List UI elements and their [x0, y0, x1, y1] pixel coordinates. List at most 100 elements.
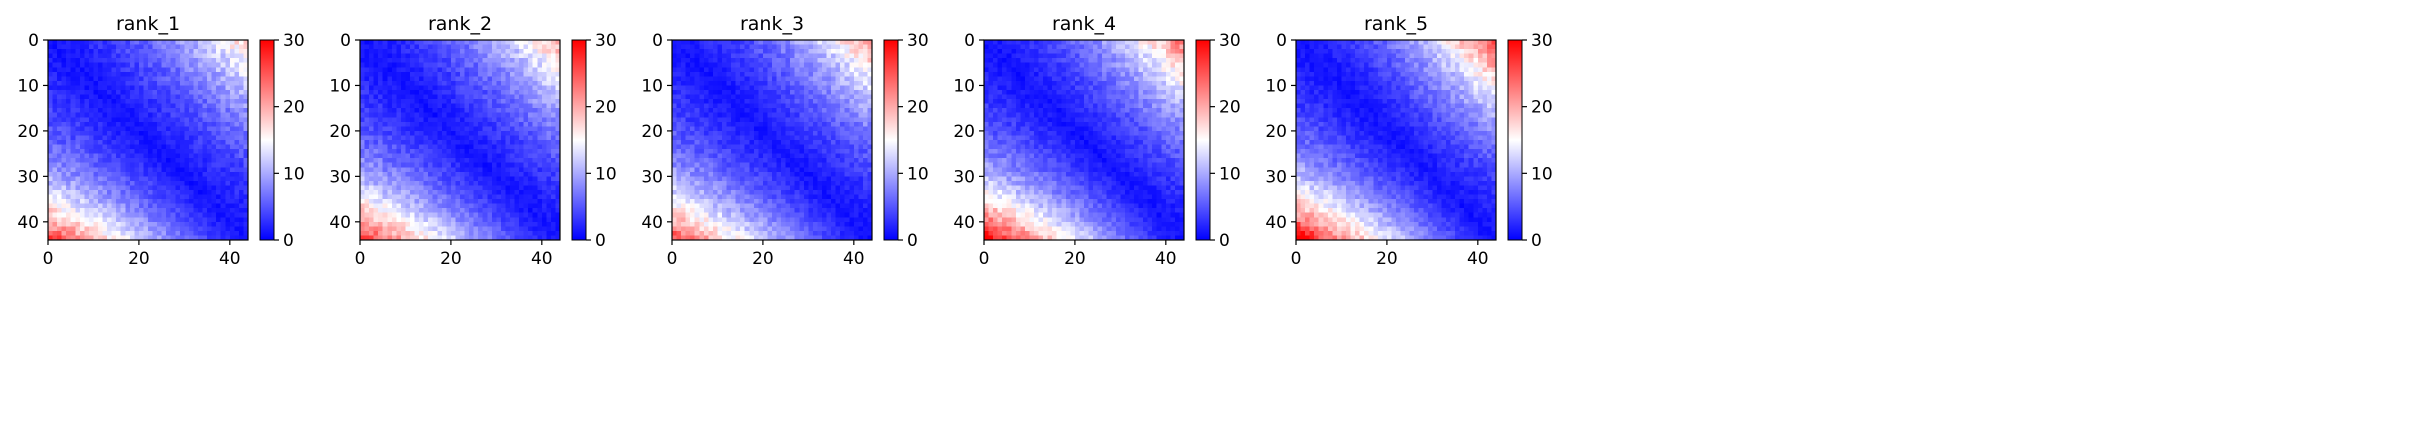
heatmap-cell: [676, 90, 682, 95]
heatmap-cell: [369, 126, 374, 132]
heatmap-cell: [708, 140, 714, 145]
heatmap-cell: [487, 230, 493, 236]
heatmap-cell: [867, 49, 873, 54]
heatmap-cell: [550, 58, 556, 64]
heatmap-cell: [396, 58, 402, 64]
heatmap-cell: [523, 103, 529, 109]
heatmap-cell: [753, 99, 759, 104]
heatmap-cell: [93, 117, 99, 123]
heatmap-cell: [391, 76, 397, 82]
heatmap-cell: [207, 167, 212, 173]
heatmap-cell: [455, 76, 461, 82]
heatmap-cell: [482, 144, 488, 150]
heatmap-cell: [98, 217, 103, 223]
heatmap-cell: [216, 176, 222, 182]
heatmap-cell: [84, 140, 90, 145]
heatmap-cell: [478, 185, 484, 191]
heatmap-cell: [690, 112, 696, 118]
heatmap-cell: [116, 140, 122, 145]
heatmap-cell: [858, 44, 864, 50]
heatmap-cell: [776, 135, 782, 141]
heatmap-cell: [753, 62, 759, 68]
heatmap-cell: [437, 126, 443, 132]
heatmap-cell: [75, 40, 81, 45]
heatmap-cell: [148, 62, 153, 68]
heatmap-cell: [505, 185, 511, 191]
heatmap-cell: [378, 40, 384, 45]
heatmap-cell: [537, 194, 543, 200]
heatmap-cell: [514, 212, 520, 218]
heatmap-cell: [410, 171, 415, 177]
heatmap-cell: [234, 126, 240, 132]
heatmap-cell: [473, 80, 479, 86]
heatmap-cell: [781, 90, 786, 95]
heatmap-cell: [410, 199, 415, 204]
heatmap-cell: [400, 108, 406, 114]
heatmap-cell: [758, 135, 764, 141]
heatmap-cell: [555, 130, 561, 136]
heatmap-cell: [446, 217, 452, 223]
heatmap-cell: [61, 76, 67, 82]
heatmap-cell: [858, 117, 864, 123]
heatmap-cell: [505, 180, 511, 186]
heatmap-cell: [170, 44, 176, 50]
heatmap-cell: [772, 94, 777, 100]
heatmap-cell: [482, 208, 488, 214]
heatmap-cell: [220, 99, 226, 104]
heatmap-cell: [243, 153, 249, 159]
heatmap-cell: [478, 80, 484, 86]
heatmap-cell: [482, 112, 488, 118]
heatmap-cell: [487, 117, 493, 123]
heatmap-cell: [229, 167, 235, 173]
heatmap-cell: [184, 135, 190, 141]
heatmap-cell: [166, 67, 172, 73]
heatmap-cell: [419, 53, 424, 59]
heatmap-cell: [234, 49, 240, 54]
heatmap-cell: [496, 153, 502, 159]
heatmap-cell: [460, 44, 465, 50]
heatmap-cell: [826, 130, 832, 136]
heatmap-cell: [523, 158, 529, 164]
heatmap-cell: [500, 117, 506, 123]
heatmap-cell: [464, 99, 470, 104]
heatmap-cell: [400, 94, 406, 100]
heatmap-cell: [541, 40, 547, 45]
heatmap-cell: [812, 90, 818, 95]
heatmap-cell: [410, 140, 415, 145]
heatmap-cell: [785, 58, 791, 64]
heatmap-cell: [776, 49, 782, 54]
heatmap-cell: [740, 140, 746, 145]
heatmap-cell: [225, 180, 231, 186]
heatmap-cell: [234, 176, 240, 182]
heatmap-cell: [405, 135, 411, 141]
heatmap-cell: [198, 121, 203, 127]
heatmap-cell: [460, 212, 465, 218]
heatmap-cell: [460, 162, 465, 168]
heatmap-cell: [482, 58, 488, 64]
heatmap-cell: [387, 226, 393, 232]
heatmap-cell: [487, 94, 493, 100]
heatmap-cell: [102, 40, 108, 45]
heatmap-cell: [423, 149, 429, 154]
heatmap-cell: [831, 40, 836, 45]
heatmap-cell: [211, 212, 217, 218]
heatmap-cell: [849, 130, 855, 136]
heatmap-cell: [84, 208, 90, 214]
heatmap-cells: [360, 40, 561, 241]
heatmap-cell: [238, 167, 244, 173]
heatmap-cell: [749, 67, 755, 73]
heatmap-cell: [694, 80, 700, 86]
heatmap-cell: [225, 208, 231, 214]
heatmap-cell: [537, 103, 543, 109]
heatmap-cell: [79, 167, 85, 173]
heatmap-cell: [428, 203, 434, 209]
heatmap-cell: [496, 203, 502, 209]
heatmap-cell: [469, 90, 474, 95]
heatmap-cell: [207, 112, 212, 118]
heatmap-cell: [125, 71, 131, 77]
heatmap-cell: [387, 149, 393, 154]
heatmap-cell: [785, 76, 791, 82]
heatmap-cell: [740, 49, 746, 54]
heatmap-cell: [537, 217, 543, 223]
heatmap-cell: [808, 135, 814, 141]
